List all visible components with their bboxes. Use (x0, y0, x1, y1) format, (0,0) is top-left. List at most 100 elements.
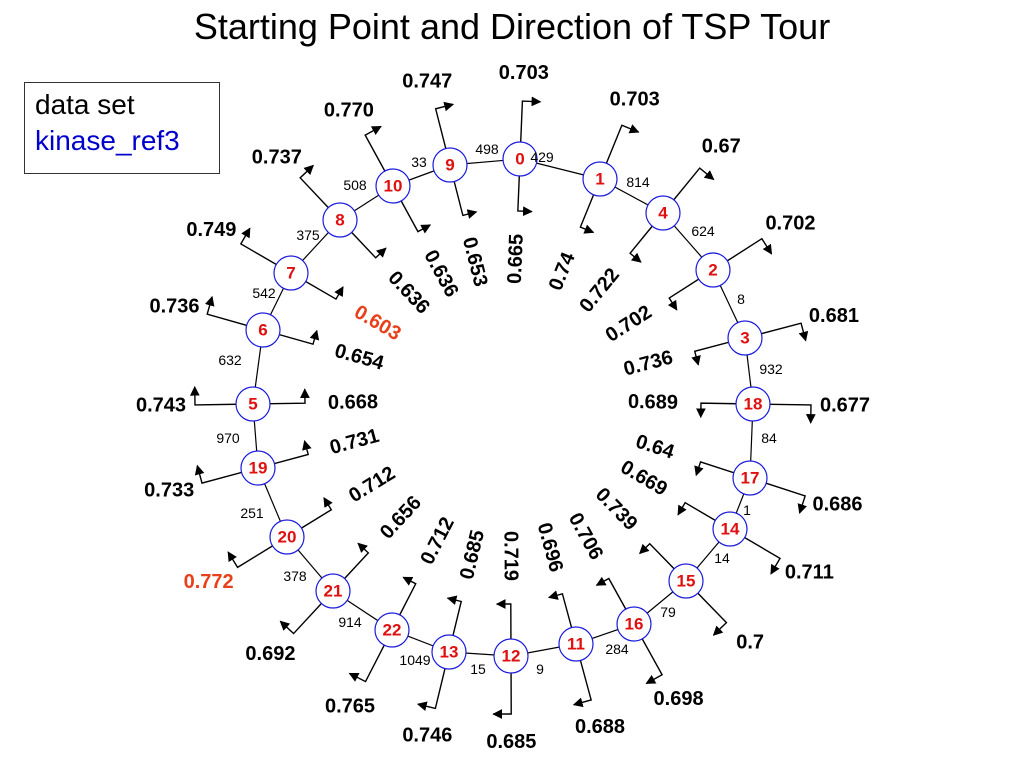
outer-score-label: 0.733 (144, 479, 194, 501)
outer-direction-arrow (519, 96, 542, 160)
outer-score-label: 0.703 (610, 88, 660, 110)
node-id-label: 14 (721, 520, 740, 539)
outer-direction-arrow (744, 322, 809, 342)
tour-node-10: 10 (375, 168, 411, 204)
outer-score-label: 0.746 (402, 725, 452, 747)
outer-direction-arrow (749, 477, 807, 514)
outer-score-label: 0.772 (184, 571, 234, 593)
edge-cost-label: 1049 (399, 652, 430, 668)
tour-node-0: 0 (502, 141, 538, 177)
node-id-label: 7 (286, 264, 295, 283)
outer-direction-arrow (434, 101, 455, 166)
inner-score-label: 0.685 (456, 528, 489, 582)
inner-score-label: 0.696 (533, 520, 567, 574)
inner-score-label: 0.739 (591, 484, 642, 535)
outer-score-label: 0.743 (136, 394, 186, 416)
outer-score-label: 0.702 (765, 213, 815, 235)
edge-cost-label: 378 (283, 568, 307, 584)
node-id-label: 16 (625, 615, 644, 634)
inner-score-label: 0.731 (328, 425, 382, 459)
node-id-label: 17 (741, 469, 760, 488)
node-id-label: 19 (249, 459, 268, 478)
outer-direction-arrow (599, 124, 640, 180)
node-id-label: 20 (278, 528, 297, 547)
inner-score-label: 0.689 (628, 391, 678, 414)
node-id-label: 5 (248, 395, 257, 414)
inner-score-label: 0.712 (416, 514, 458, 569)
node-id-label: 12 (502, 647, 521, 666)
page-title: Starting Point and Direction of TSP Tour (193, 6, 831, 47)
tour-node-4: 4 (645, 195, 681, 231)
inner-score-label: 0.665 (504, 233, 528, 284)
tour-node-5: 5 (235, 386, 271, 422)
edge-cost-label: 498 (475, 141, 499, 157)
outer-score-label: 0.765 (325, 696, 375, 718)
tour-node-18: 18 (735, 386, 771, 422)
outer-direction-arrow (189, 385, 254, 406)
node-id-label: 13 (440, 643, 459, 662)
outer-score-label: 0.692 (245, 643, 295, 665)
outer-score-label: 0.698 (654, 688, 704, 710)
inner-score-label: 0.636 (383, 267, 433, 319)
inner-score-label: 0.702 (602, 301, 656, 347)
inner-score-label: 0.669 (617, 456, 671, 500)
inner-score-label: 0.64 (633, 431, 678, 464)
outer-direction-arrow (416, 651, 450, 711)
edge-cost-label: 970 (216, 430, 240, 446)
outer-score-label: 0.688 (575, 716, 625, 738)
edge-cost-label: 9 (536, 661, 544, 677)
node-id-label: 10 (384, 177, 403, 196)
tour-node-13: 13 (431, 634, 467, 670)
outer-direction-arrow (279, 590, 334, 635)
inner-score-label: 0.74 (545, 249, 580, 294)
outer-direction-arrow (239, 227, 292, 274)
tour-node-12: 12 (493, 638, 529, 674)
inner-score-label: 0.706 (564, 509, 607, 563)
edge-cost-label: 914 (338, 614, 362, 630)
edge-cost-label: 814 (626, 174, 650, 190)
edge-cost-label: 8 (737, 291, 745, 307)
outer-direction-arrow (685, 580, 728, 636)
node-id-label: 18 (744, 395, 763, 414)
inner-score-label: 0.653 (458, 235, 492, 289)
edge-cost-label: 284 (605, 641, 629, 657)
edge-cost-label: 542 (252, 285, 276, 301)
edge-cost-label: 15 (470, 661, 486, 677)
tour-node-21: 21 (315, 573, 351, 609)
edge-cost-label: 14 (714, 550, 730, 566)
direction-arrows (189, 96, 816, 719)
outer-score-label: 0.749 (186, 219, 236, 241)
tour-node-22: 22 (374, 612, 410, 648)
tour-node-9: 9 (432, 147, 468, 183)
outer-direction-arrow (752, 403, 816, 424)
edge-cost-label: 1 (743, 502, 751, 518)
edge-cost-label: 632 (218, 352, 242, 368)
tour-node-8: 8 (322, 202, 358, 238)
outer-direction-arrow (364, 125, 394, 187)
outer-score-label: 0.736 (149, 296, 199, 318)
tour-node-1: 1 (582, 161, 618, 197)
edge-cost-label: 33 (411, 154, 427, 170)
edge-cost-label: 84 (761, 430, 777, 446)
tour-node-15: 15 (668, 563, 704, 599)
node-id-label: 11 (567, 635, 585, 654)
node-id-label: 8 (335, 211, 344, 230)
outer-direction-arrow (572, 643, 593, 708)
outer-direction-arrow (194, 464, 259, 484)
outer-direction-arrow (729, 528, 781, 575)
legend-label: data set (35, 89, 135, 120)
tour-node-3: 3 (727, 320, 763, 356)
outer-score-label: 0.747 (402, 71, 452, 93)
outer-score-label: 0.67 (702, 135, 741, 157)
tour-node-7: 7 (273, 255, 309, 291)
inner-score-label: 0.712 (345, 462, 399, 507)
outer-score-label: 0.686 (812, 494, 862, 516)
outer-score-label: 0.737 (252, 146, 302, 168)
outer-score-label: 0.711 (785, 562, 834, 584)
dataset-name: kinase_ref3 (35, 125, 180, 156)
node-id-label: 6 (258, 321, 267, 340)
tour-node-6: 6 (245, 312, 281, 348)
edge-cost-label: 79 (660, 604, 676, 620)
